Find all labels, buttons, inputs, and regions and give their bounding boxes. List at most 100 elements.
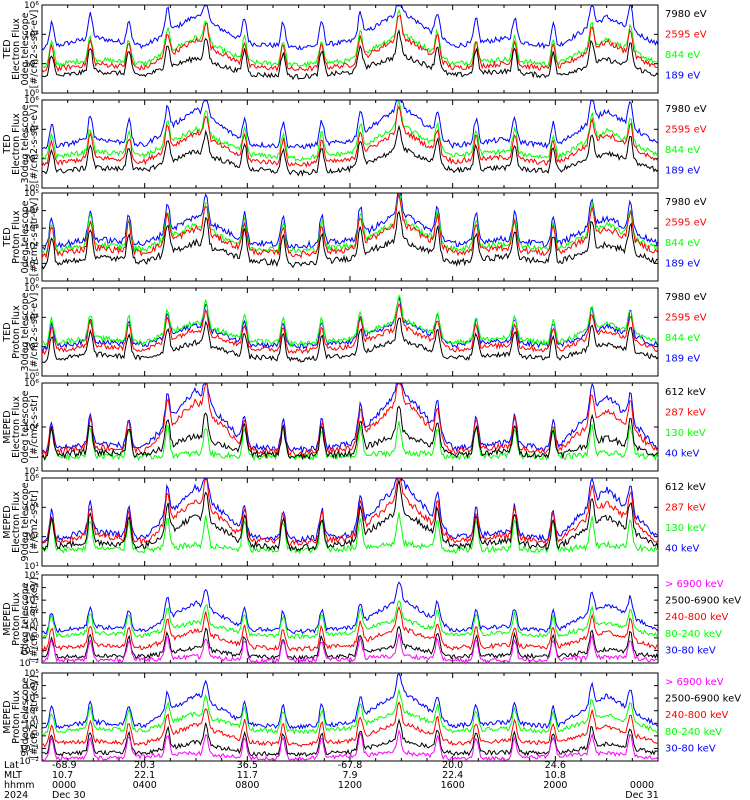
y-tick-label: 10⁰: [24, 372, 39, 382]
x-hhmm-label: 1200: [338, 780, 362, 791]
y-tick-label: 10⁶: [24, 1, 39, 11]
x-mlt-label: 22.1: [134, 770, 155, 781]
y-axis-label: 0deg telescope: [20, 390, 31, 463]
y-axis-label: 0deg telescope: [20, 582, 31, 655]
y-tick-label: 10⁻¹: [19, 646, 39, 656]
y-tick-label: 10³: [24, 224, 39, 234]
x-lat-label: 24.6: [545, 760, 566, 771]
legend-entry: 240-800 keV: [665, 612, 729, 623]
panel-frame: [41, 287, 659, 377]
y-axis-label: TED: [2, 322, 13, 342]
legend-entry: 7980 eV: [665, 292, 707, 303]
panel-frame: [41, 4, 659, 94]
y-axis-label: Proton Flux: [11, 592, 22, 646]
legend-entry: 80-240 keV: [665, 727, 722, 738]
y-tick-label: 10²: [24, 60, 39, 70]
panel-frame: [41, 672, 659, 762]
y-tick-label: 10⁰: [24, 634, 39, 644]
x-lat-label: 20.0: [442, 760, 463, 771]
legend-entry: 2500-6900 keV: [665, 596, 741, 607]
x-mlt-label: 10.8: [545, 770, 566, 781]
y-tick-label: 10⁶: [24, 96, 39, 106]
x-hhmm-label: 0000: [630, 780, 654, 791]
series-line: [41, 689, 659, 736]
y-tick-label: 10⁴: [24, 503, 39, 513]
legend-entry: > 6900 keV: [665, 677, 724, 688]
y-tick-label: 10¹: [24, 719, 39, 729]
legend-entry: 612 keV: [665, 387, 706, 398]
y-tick-label: 10²: [24, 609, 39, 619]
series-line: [41, 625, 659, 662]
y-tick-label: 10⁶: [24, 474, 39, 484]
x-row-label: MLT: [4, 770, 22, 781]
series-line: [41, 8, 659, 69]
legend-entry: 844 eV: [665, 333, 700, 344]
legend-entry: 40 keV: [665, 448, 699, 459]
y-axis-label: [#/cm2-s-str-keV]: [29, 577, 40, 661]
legend-entry: 40 keV: [665, 543, 699, 554]
y-tick-label: 10⁻²: [19, 659, 39, 669]
series-line: [41, 302, 659, 356]
y-tick-label: 10³: [24, 596, 39, 606]
y-axis-label: [#/cm2-s-str]: [29, 395, 40, 458]
series-line: [41, 124, 659, 177]
series-line: [41, 192, 659, 256]
series-line: [41, 100, 659, 150]
y-axis-label: 0deg telescope: [20, 12, 31, 85]
y-axis-label: [#/cm2-s-str]: [29, 490, 40, 553]
x-mlt-label: 22.4: [442, 770, 463, 781]
legend-entry: 80-240 keV: [665, 629, 722, 640]
x-lat-label: 36.5: [237, 760, 258, 771]
series-line: [41, 193, 659, 259]
series-line: [41, 5, 659, 51]
y-tick-label: 10⁵: [24, 571, 39, 581]
y-tick-label: 10⁴: [24, 125, 39, 135]
x-lat-label: -68.9: [52, 760, 77, 771]
series-line: [41, 480, 659, 552]
y-tick-label: 10⁰: [24, 277, 39, 287]
y-axis-label: TED: [2, 39, 13, 59]
series-line: [41, 718, 659, 758]
series-line: [41, 28, 659, 81]
legend-entry: 30-80 keV: [665, 743, 716, 754]
y-tick-label: 10¹: [24, 621, 39, 631]
y-tick-label: 10⁴: [24, 584, 39, 594]
y-tick-label: 10¹: [24, 259, 39, 269]
y-axis-label: MEPED: [2, 505, 13, 538]
x-row-label: Lat: [4, 760, 19, 771]
y-tick-label: 10⁵: [24, 669, 39, 679]
legend-entry: 2500-6900 keV: [665, 694, 741, 705]
y-axis-label: MEPED: [2, 700, 13, 733]
series-line: [41, 605, 659, 653]
y-tick-label: 10⁴: [24, 313, 39, 323]
x-hhmm-label: 0000: [52, 780, 76, 791]
y-tick-label: 10²: [24, 707, 39, 717]
y-tick-label: 10²: [24, 242, 39, 252]
series-line: [41, 382, 659, 454]
legend-entry: 189 eV: [665, 165, 700, 176]
series-line: [41, 581, 659, 635]
series-line: [41, 104, 658, 168]
legend-entry: 2595 eV: [665, 29, 707, 40]
panel-frame: [41, 192, 659, 282]
series-line: [41, 512, 659, 555]
y-tick-label: 10⁰: [24, 184, 39, 194]
x-mlt-label: 7.9: [342, 770, 357, 781]
legend-entry: 612 keV: [665, 482, 706, 493]
y-axis-label: MEPED: [2, 602, 13, 635]
series-line: [41, 317, 659, 363]
x-row-label: hhmm: [4, 780, 35, 791]
x-hhmm-label: 0800: [235, 780, 259, 791]
legend-entry: 189 eV: [665, 258, 700, 269]
series-line: [41, 701, 659, 748]
y-tick-label: 10⁰: [24, 89, 39, 99]
y-axis-label: 30deg telescope: [20, 104, 31, 183]
series-line: [41, 210, 658, 270]
y-axis-label: TED: [2, 227, 13, 247]
series-line: [41, 296, 659, 351]
y-axis-label: [#/cm2-s-str-eV]: [29, 198, 40, 277]
panel-frame: [41, 477, 659, 567]
legend-entry: 2595 eV: [665, 217, 707, 228]
